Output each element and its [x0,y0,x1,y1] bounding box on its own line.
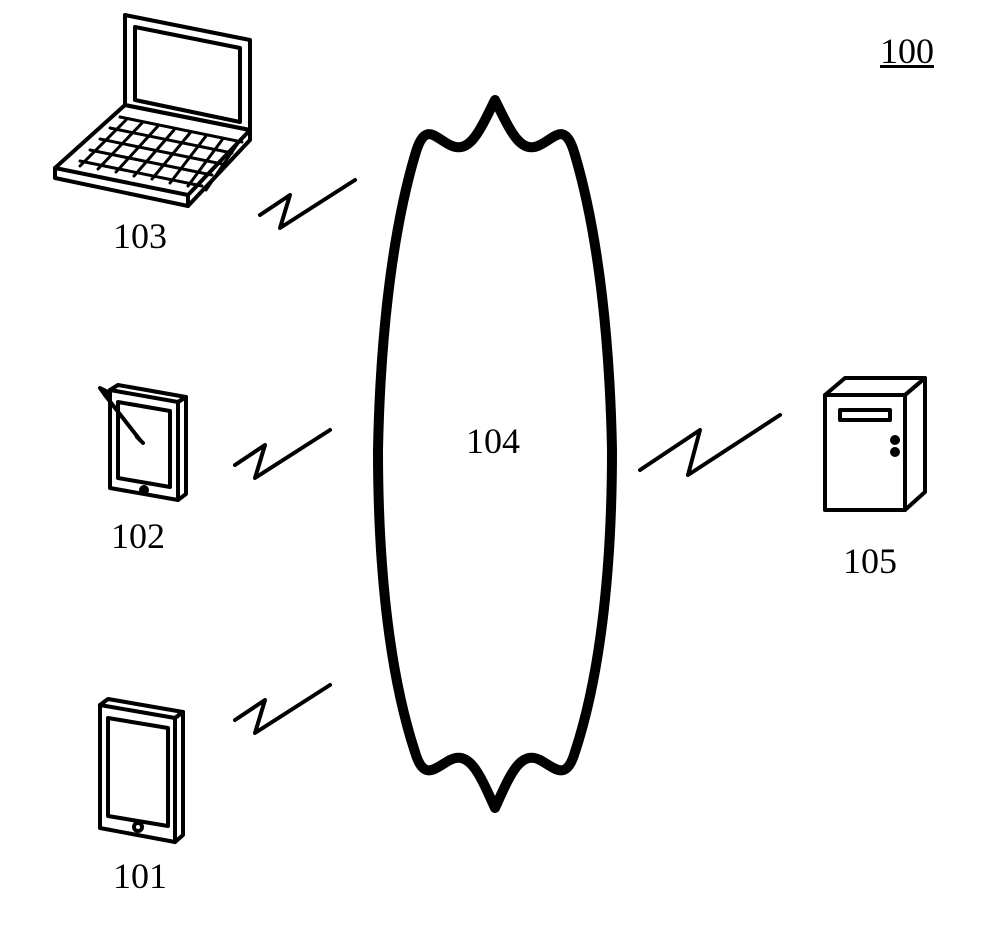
figure-number: 100 [880,30,934,72]
bolt-laptop-cloud [260,180,355,228]
connection-bolts [0,0,1000,936]
label-103: 103 [100,215,180,257]
diagram-stage: 101 102 103 104 105 100 [0,0,1000,936]
label-102: 102 [98,515,178,557]
bolt-tablet-cloud [235,430,330,478]
bolt-cloud-server [640,415,780,475]
label-104: 104 [453,420,533,462]
bolt-phone-cloud [235,685,330,733]
label-105: 105 [830,540,910,582]
label-101: 101 [100,855,180,897]
